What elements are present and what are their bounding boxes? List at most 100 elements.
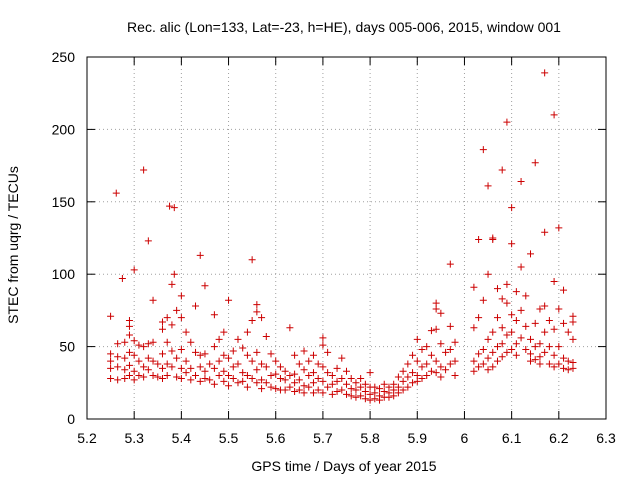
data-point — [560, 319, 568, 327]
data-point — [168, 363, 176, 371]
data-point — [229, 374, 237, 382]
data-point — [168, 280, 176, 288]
data-point — [291, 370, 299, 378]
data-point — [451, 372, 459, 380]
data-point — [319, 363, 327, 371]
data-point — [569, 335, 577, 343]
data-point — [206, 376, 214, 384]
data-point — [262, 332, 270, 340]
data-point — [248, 357, 256, 365]
data-point — [192, 372, 200, 380]
data-point — [196, 363, 204, 371]
data-point — [170, 204, 178, 212]
data-point — [493, 314, 501, 322]
data-point — [182, 328, 190, 336]
data-point — [286, 372, 294, 380]
data-point — [248, 256, 256, 264]
data-point — [479, 345, 487, 353]
data-point — [309, 369, 317, 377]
data-point — [149, 296, 157, 304]
data-point — [170, 270, 178, 278]
data-point — [166, 202, 174, 210]
data-point — [112, 189, 120, 197]
data-point — [470, 324, 478, 332]
x-tick-label: 6.3 — [596, 430, 616, 446]
data-point — [550, 363, 558, 371]
data-point — [527, 335, 535, 343]
x-tick-label: 5.8 — [360, 430, 380, 446]
data-point — [366, 369, 374, 377]
data-point — [177, 314, 185, 322]
data-point — [409, 369, 417, 377]
data-point — [210, 343, 218, 351]
data-point — [158, 374, 166, 382]
data-point — [555, 360, 563, 368]
data-point — [144, 366, 152, 374]
y-tick-label: 100 — [52, 266, 76, 282]
data-point — [536, 305, 544, 313]
data-point — [451, 357, 459, 365]
data-point — [276, 374, 284, 382]
data-point — [163, 314, 171, 322]
data-point — [512, 317, 520, 325]
data-point — [508, 345, 516, 353]
data-point — [508, 204, 516, 212]
data-point — [427, 351, 435, 359]
data-point — [555, 305, 563, 313]
data-point — [295, 386, 303, 394]
data-point — [333, 377, 341, 385]
data-point — [281, 376, 289, 384]
data-point — [352, 379, 360, 387]
data-point — [262, 363, 270, 371]
data-point — [243, 383, 251, 391]
data-point — [144, 237, 152, 245]
data-point — [470, 367, 478, 375]
data-point — [177, 292, 185, 300]
data-point — [229, 347, 237, 355]
data-point — [291, 351, 299, 359]
data-point — [484, 366, 492, 374]
data-point — [493, 343, 501, 351]
data-point — [437, 340, 445, 348]
data-point — [541, 302, 549, 310]
data-point — [281, 386, 289, 394]
data-point — [324, 369, 332, 377]
data-point — [225, 382, 233, 390]
data-point — [517, 178, 525, 186]
data-point — [423, 343, 431, 351]
data-point — [125, 348, 133, 356]
data-point — [243, 328, 251, 336]
data-point — [154, 373, 162, 381]
data-point — [305, 357, 313, 365]
data-point — [168, 321, 176, 329]
data-point — [536, 360, 544, 368]
data-point — [470, 283, 478, 291]
data-point — [253, 301, 261, 309]
data-point — [432, 325, 440, 333]
data-point — [446, 260, 454, 268]
data-point — [300, 347, 308, 355]
data-point — [196, 351, 204, 359]
data-point — [114, 363, 122, 371]
data-point — [107, 374, 115, 382]
data-point — [517, 306, 525, 314]
data-point — [314, 386, 322, 394]
data-point — [319, 334, 327, 342]
data-point — [437, 309, 445, 317]
data-point — [125, 331, 133, 339]
data-point — [432, 305, 440, 313]
data-point — [442, 348, 450, 356]
data-point — [560, 286, 568, 294]
data-point — [357, 374, 365, 382]
data-point — [135, 372, 143, 380]
data-point — [229, 363, 237, 371]
data-point — [536, 353, 544, 361]
data-point — [338, 386, 346, 394]
x-tick-label: 5.7 — [313, 430, 333, 446]
data-point — [243, 351, 251, 359]
data-point — [432, 369, 440, 377]
data-point — [555, 343, 563, 351]
data-point — [262, 379, 270, 387]
y-tick-label: 150 — [52, 194, 76, 210]
data-point — [168, 347, 176, 355]
